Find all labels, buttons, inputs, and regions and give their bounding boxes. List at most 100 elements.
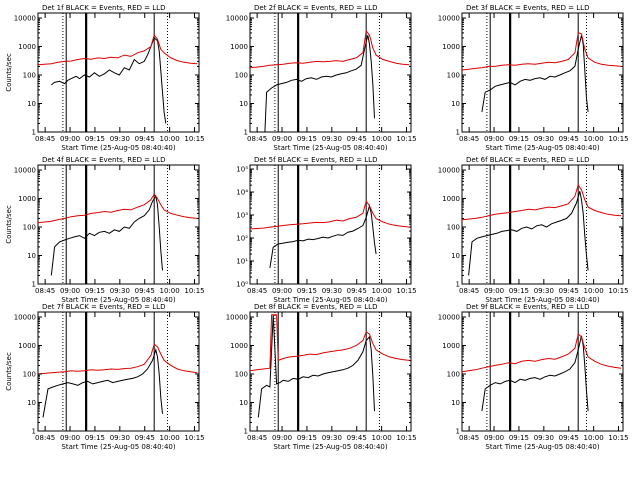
plot-frame	[37, 164, 200, 285]
x-tick-label: 09:45	[559, 135, 579, 143]
lld-series-line	[461, 333, 622, 373]
x-axis-label: Start Time (25-Aug-05 08:40:40)	[273, 443, 387, 451]
x-tick-label: 10:00	[584, 287, 604, 295]
y-tick-label: 10⁰	[236, 281, 248, 289]
x-axis-label: Start Time (25-Aug-05 08:40:40)	[485, 296, 599, 304]
x-tick-label: 09:30	[322, 434, 342, 442]
y-tick-label: 10³	[236, 212, 248, 220]
y-tick-label: 1	[32, 129, 36, 137]
x-tick-label: 09:15	[85, 287, 105, 295]
x-tick-label: 09:30	[322, 135, 342, 143]
chart-title: Det 3f BLACK = Events, RED = LLD	[466, 4, 589, 12]
x-tick-label: 09:15	[509, 135, 529, 143]
y-tick-label: 10	[451, 100, 460, 108]
x-tick-label: 09:30	[322, 287, 342, 295]
y-tick-label: 10	[451, 252, 460, 260]
lld-series-line	[37, 193, 198, 224]
chart-title: Det 5f BLACK = Events, RED = LLD	[254, 156, 377, 164]
x-tick-label: 09:30	[534, 287, 554, 295]
x-axis-label: Start Time (25-Aug-05 08:40:40)	[61, 296, 175, 304]
x-tick-label: 09:45	[135, 434, 155, 442]
x-tick-label: 09:00	[272, 434, 292, 442]
plot-frame	[461, 164, 624, 285]
chart-title: Det 6f BLACK = Events, RED = LLD	[466, 156, 589, 164]
plot-frame	[461, 311, 624, 432]
x-tick-label: 10:00	[584, 135, 604, 143]
y-tick-label: 10	[27, 252, 36, 260]
chart-panel: 1 10 100 1000 10000 08:45 09:00 09:15 09:30 09:45…	[226, 4, 417, 152]
chart-panel: 1 10 100 1000 10000 08:45 09:00 09:15 09:30 09:45…	[438, 303, 629, 451]
y-tick-label: 100	[23, 224, 36, 232]
x-tick-label: 09:00	[60, 135, 80, 143]
chart-panel: 1 10 100 1000 10000 08:45 09:00 09:15 09:30 09:45…	[438, 4, 629, 152]
y-tick-label: 10	[27, 100, 36, 108]
events-series-line	[468, 191, 589, 276]
x-tick-label: 10:15	[608, 434, 628, 442]
x-tick-label: 10:15	[396, 287, 416, 295]
plot-frame	[249, 164, 412, 285]
lld-series-line	[249, 29, 410, 69]
y-tick-label: 1	[244, 428, 248, 436]
chart-panel: 1 10 100 1000 10000 08:45 09:00 09:15 09:30 09:45…	[226, 303, 417, 451]
y-tick-label: 1000	[442, 195, 460, 203]
x-tick-label: 10:15	[608, 135, 628, 143]
y-tick-label: 10000	[226, 314, 248, 322]
x-tick-label: 08:45	[35, 434, 55, 442]
y-tick-label: 1000	[442, 43, 460, 51]
y-tick-label: 10000	[438, 15, 460, 23]
chart-title: Det 8f BLACK = Events, RED = LLD	[254, 303, 377, 311]
x-tick-label: 08:45	[35, 287, 55, 295]
x-tick-label: 08:45	[459, 434, 479, 442]
x-tick-label: 09:00	[484, 287, 504, 295]
x-axis-label: Start Time (25-Aug-05 08:40:40)	[485, 443, 599, 451]
x-tick-label: 08:45	[247, 434, 267, 442]
plot-frame	[37, 12, 200, 133]
y-tick-label: 100	[235, 371, 248, 379]
y-tick-label: 10⁴	[236, 189, 248, 197]
y-tick-label: 10000	[14, 167, 36, 175]
events-series-line	[42, 348, 163, 418]
x-tick-label: 10:00	[372, 135, 392, 143]
x-tick-label: 09:15	[85, 434, 105, 442]
x-tick-label: 10:00	[160, 287, 180, 295]
plot-frame	[249, 12, 412, 133]
chart-panel: 10⁰ 10¹ 10² 10³ 10⁴ 10⁵ 08:45 09:00 09:15 09:30 09…	[236, 156, 416, 304]
y-tick-label: 10000	[438, 314, 460, 322]
x-tick-label: 10:00	[160, 434, 180, 442]
chart-panel: 1 10 100 1000 10000 08:45 09:00 09:15 09:30 09:45…	[438, 156, 629, 304]
x-tick-label: 09:45	[347, 135, 367, 143]
events-series-line	[50, 195, 163, 276]
events-series-line	[481, 335, 589, 412]
x-axis-label: Start Time (25-Aug-05 08:40:40)	[273, 296, 387, 304]
y-tick-label: 1	[456, 281, 460, 289]
chart-panel: 1 10 100 1000 10000 08:45 09:00 09:15 09:30 09:45…	[5, 156, 205, 304]
x-tick-label: 10:00	[584, 434, 604, 442]
x-tick-label: 08:45	[247, 135, 267, 143]
x-axis-label: Start Time (25-Aug-05 08:40:40)	[273, 144, 387, 152]
y-tick-label: 1	[32, 281, 36, 289]
y-tick-label: 100	[23, 72, 36, 80]
x-tick-label: 10:15	[184, 434, 204, 442]
plot-frame	[37, 311, 200, 432]
lld-series-line	[37, 34, 198, 66]
y-tick-label: 1000	[442, 342, 460, 350]
chart-title: Det 7f BLACK = Events, RED = LLD	[42, 303, 165, 311]
y-tick-label: 10	[239, 100, 248, 108]
x-tick-label: 09:45	[559, 434, 579, 442]
y-tick-label: 1000	[18, 195, 36, 203]
y-tick-label: 10¹	[236, 258, 248, 266]
lld-series-line	[461, 32, 622, 71]
y-tick-label: 10000	[14, 15, 36, 23]
y-tick-label: 100	[447, 72, 460, 80]
x-tick-label: 10:15	[184, 135, 204, 143]
x-tick-label: 09:00	[60, 287, 80, 295]
x-tick-label: 10:00	[372, 434, 392, 442]
x-tick-label: 09:15	[297, 135, 317, 143]
events-series-line	[257, 314, 375, 418]
x-tick-label: 09:45	[135, 135, 155, 143]
x-axis-label: Start Time (25-Aug-05 08:40:40)	[485, 144, 599, 152]
x-tick-label: 10:15	[396, 135, 416, 143]
y-tick-label: 100	[23, 371, 36, 379]
x-tick-label: 09:00	[60, 434, 80, 442]
